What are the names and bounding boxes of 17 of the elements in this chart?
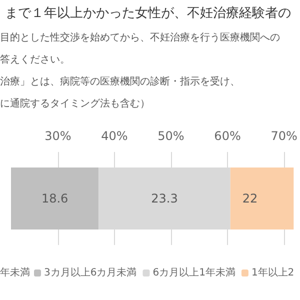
x-tick-label: 50%	[158, 129, 184, 143]
data-label: 18.6	[41, 192, 68, 206]
x-tick-label: 40%	[101, 129, 128, 143]
data-label: 22	[242, 192, 258, 206]
text: 年未満	[0, 266, 30, 278]
chart-subtitle: 目的とした性交渉を始めてから、不妊治療を行う医療機関への	[0, 32, 280, 44]
text: に通院するタイミング法も含む）	[0, 98, 150, 110]
text: 治療」とは、病院等の医療機関の診断・指示を受け、	[0, 76, 240, 88]
legend-label: 1年以上2	[251, 266, 294, 278]
legend-label: 3カ月以上6カ月未満	[44, 266, 137, 278]
legend-label: 6カ月以上1年未満	[152, 266, 236, 278]
x-tick-label: 60%	[214, 129, 241, 143]
x-tick-label: 30%	[44, 129, 72, 143]
data-label: 23.3	[151, 192, 178, 206]
text: 答えください。	[0, 54, 70, 66]
x-tick-label: 70%	[270, 129, 298, 143]
chart-title: まで１年以上かかった女性が、不妊治療経験者の	[5, 6, 291, 21]
